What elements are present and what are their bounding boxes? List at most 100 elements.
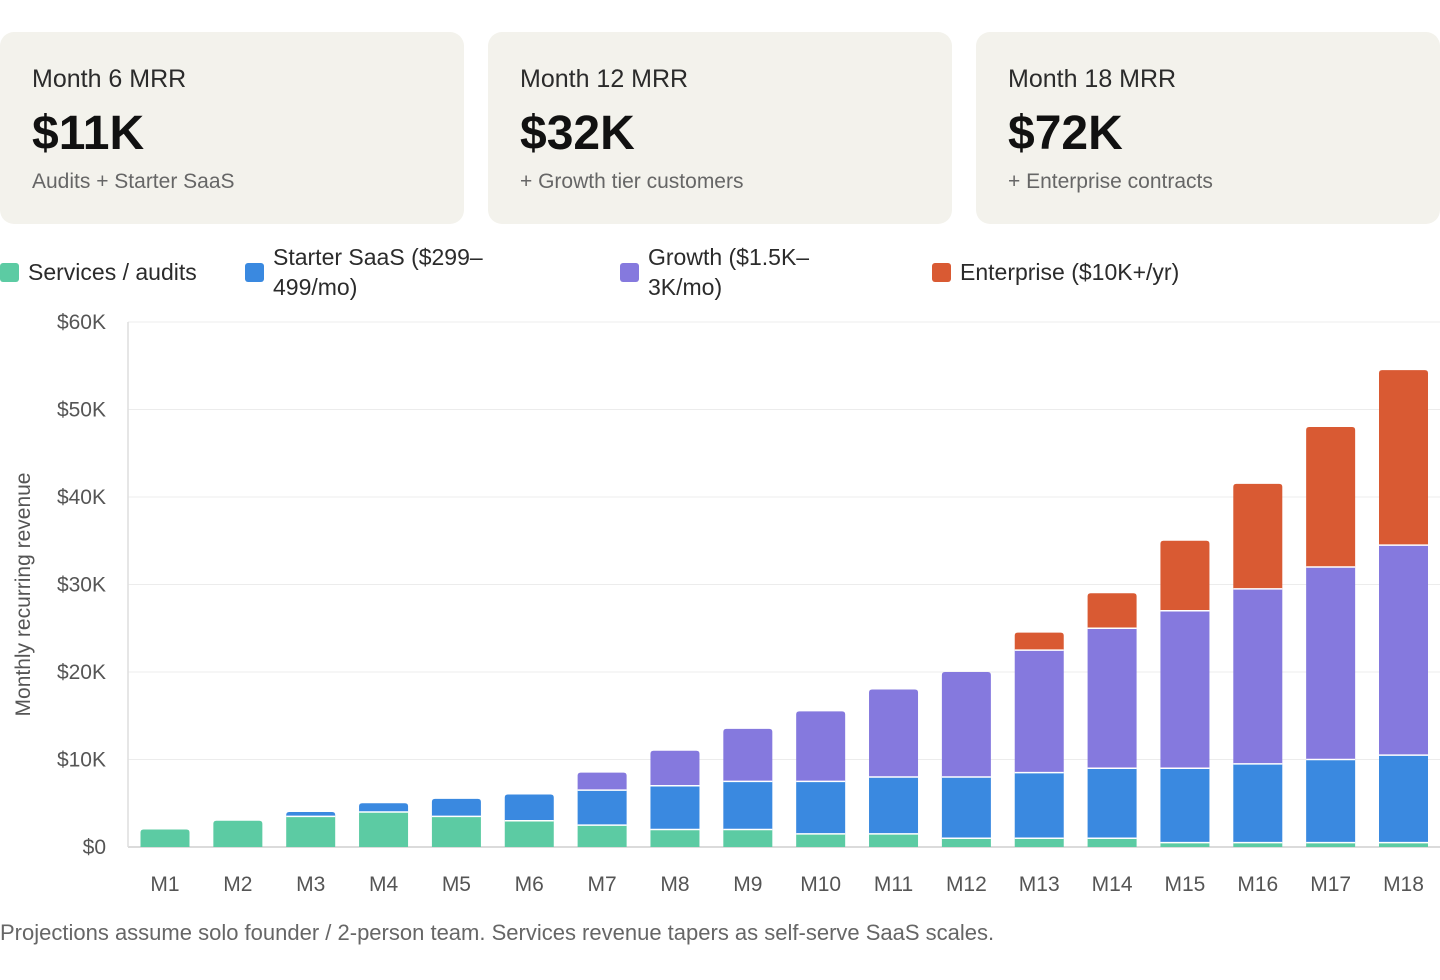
y-tick-label: $40K <box>57 486 106 509</box>
bar-segment <box>869 689 919 777</box>
bar-segment <box>213 820 263 847</box>
bar-segment <box>504 794 554 821</box>
legend-swatch-enterprise <box>932 262 951 282</box>
bar-segment <box>796 711 846 782</box>
legend-swatch-starter-saas <box>245 262 264 282</box>
bar-segment <box>1087 838 1137 847</box>
card-subtitle: Audits + Starter SaaS <box>32 170 235 193</box>
x-tick-label: M1 <box>150 873 179 896</box>
bar-segment <box>1160 610 1210 769</box>
bar-segment <box>1306 427 1356 567</box>
chart-legend: Services / audits Starter SaaS ($299–499… <box>0 242 1440 306</box>
bar-segment <box>650 785 700 830</box>
bar-segment <box>1087 768 1137 839</box>
x-tick-label: M15 <box>1165 873 1206 896</box>
bar-segment <box>286 816 336 847</box>
bar-segment <box>504 820 554 847</box>
bar-segment <box>869 777 919 834</box>
bar-segment <box>723 728 773 782</box>
bar-segment <box>1160 768 1210 843</box>
bar-segment <box>431 816 481 847</box>
bar-segment <box>577 790 627 826</box>
legend-swatch-growth <box>620 262 639 282</box>
x-tick-label: M13 <box>1019 873 1060 896</box>
legend-label: Starter SaaS ($299–499/mo) <box>273 244 483 300</box>
bar-segment <box>1233 483 1283 589</box>
x-tick-label: M16 <box>1237 873 1278 896</box>
bar-segment <box>650 829 700 847</box>
card-value: $72K <box>1008 107 1123 160</box>
x-tick-label: M17 <box>1310 873 1351 896</box>
bar-segment <box>1233 588 1283 764</box>
bar-segment <box>1379 370 1428 546</box>
y-tick-label: $30K <box>57 574 106 597</box>
summary-card-month-18: Month 18 MRR $72K + Enterprise contracts <box>976 32 1440 224</box>
x-tick-label: M4 <box>369 873 398 896</box>
bar-segment <box>1014 632 1064 651</box>
bar-segment <box>140 829 190 847</box>
legend-label: Services / audits <box>28 259 197 285</box>
card-value: $32K <box>520 107 635 160</box>
bar-segment <box>577 825 627 847</box>
x-tick-label: M2 <box>223 873 252 896</box>
bar-segment <box>359 803 409 812</box>
summary-card-month-12: Month 12 MRR $32K + Growth tier customer… <box>488 32 952 224</box>
bar-segment <box>1087 628 1137 769</box>
legend-swatch-services <box>0 262 19 282</box>
bar-segment <box>796 781 846 834</box>
bar-segment <box>1306 842 1356 847</box>
card-value: $11K <box>32 107 145 160</box>
x-tick-label: M8 <box>660 873 689 896</box>
bar-segment <box>796 833 846 847</box>
stacked-bar-chart: $0 $10K $20K $30K $40K $50K $60K Monthly recurr… <box>0 300 1440 910</box>
x-tick-label: M12 <box>946 873 987 896</box>
legend-item-services[interactable]: Services / audits <box>0 257 197 287</box>
x-tick-label: M3 <box>296 873 325 896</box>
bar-segment <box>650 750 700 786</box>
y-tick-label: $50K <box>57 399 106 422</box>
bar-segment <box>1233 763 1283 843</box>
legend-item-starter-saas[interactable]: Starter SaaS ($299–499/mo) <box>245 242 545 302</box>
bar-segment <box>1379 842 1428 847</box>
bar-segment <box>1087 593 1137 629</box>
legend-label: Growth ($1.5K–3K/mo) <box>648 244 810 300</box>
bar-segment <box>1160 540 1210 611</box>
x-tick-label: M10 <box>800 873 841 896</box>
bar-segment <box>1379 545 1428 756</box>
bar-segment <box>286 812 336 817</box>
y-tick-label: $0 <box>83 836 106 859</box>
card-subtitle: + Growth tier customers <box>520 170 744 193</box>
bar-segment <box>1306 759 1356 843</box>
legend-item-growth[interactable]: Growth ($1.5K–3K/mo) <box>620 242 860 302</box>
y-tick-label: $20K <box>57 661 106 684</box>
x-tick-label: M9 <box>733 873 762 896</box>
bar-segment <box>1014 838 1064 847</box>
summary-cards: Month 6 MRR $11K Audits + Starter SaaS M… <box>0 32 1440 224</box>
bar-segment <box>941 777 991 839</box>
legend-label: Enterprise ($10K+/yr) <box>960 259 1180 285</box>
card-label: Month 18 MRR <box>1008 65 1177 93</box>
x-tick-label: M11 <box>874 873 913 896</box>
x-tick-label: M5 <box>442 873 471 896</box>
legend-item-enterprise[interactable]: Enterprise ($10K+/yr) <box>932 257 1179 287</box>
card-label: Month 12 MRR <box>520 65 689 93</box>
summary-card-month-6: Month 6 MRR $11K Audits + Starter SaaS <box>0 32 464 224</box>
bar-segment <box>1379 755 1428 843</box>
bar-segment <box>431 798 481 817</box>
card-label: Month 6 MRR <box>32 65 187 93</box>
bar-segment <box>869 833 919 847</box>
bar-segment <box>1014 650 1064 773</box>
x-tick-label: M18 <box>1383 873 1424 896</box>
y-tick-label: $60K <box>57 311 106 334</box>
bar-segment <box>1233 842 1283 847</box>
bar-segment <box>723 829 773 847</box>
bar-segment <box>1306 567 1356 760</box>
bar-segment <box>359 812 409 847</box>
bar-segment <box>941 838 991 847</box>
bar-segment <box>577 772 627 791</box>
bar-segment <box>1014 772 1064 839</box>
x-tick-label: M14 <box>1092 873 1133 896</box>
y-axis-label: Monthly recurring revenue <box>12 473 35 717</box>
bar-segment <box>941 672 991 777</box>
